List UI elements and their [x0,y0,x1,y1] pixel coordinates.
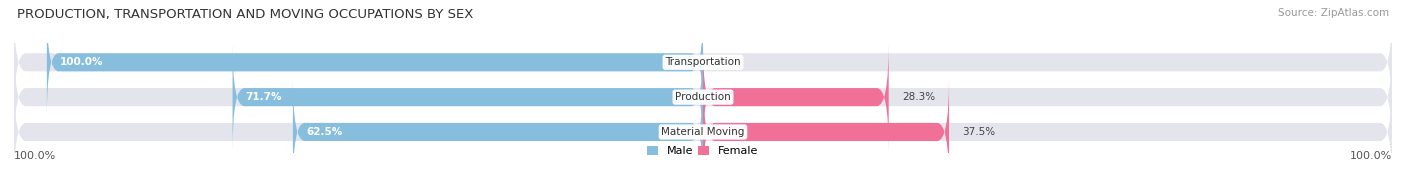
Text: 28.3%: 28.3% [901,92,935,102]
Text: 71.7%: 71.7% [246,92,283,102]
FancyBboxPatch shape [232,44,703,151]
Text: Transportation: Transportation [665,57,741,67]
Legend: Male, Female: Male, Female [647,146,759,156]
Text: 62.5%: 62.5% [307,127,342,137]
Text: Source: ZipAtlas.com: Source: ZipAtlas.com [1278,8,1389,18]
Text: 100.0%: 100.0% [1350,151,1392,161]
Text: Production: Production [675,92,731,102]
Text: 37.5%: 37.5% [962,127,995,137]
FancyBboxPatch shape [14,44,1392,151]
FancyBboxPatch shape [703,44,889,151]
FancyBboxPatch shape [14,78,1392,186]
FancyBboxPatch shape [14,9,1392,116]
Text: PRODUCTION, TRANSPORTATION AND MOVING OCCUPATIONS BY SEX: PRODUCTION, TRANSPORTATION AND MOVING OC… [17,8,474,21]
Text: Material Moving: Material Moving [661,127,745,137]
Text: 100.0%: 100.0% [60,57,104,67]
FancyBboxPatch shape [46,9,703,116]
FancyBboxPatch shape [703,78,949,186]
Text: 100.0%: 100.0% [14,151,56,161]
Text: 0.0%: 0.0% [716,57,742,67]
FancyBboxPatch shape [292,78,703,186]
